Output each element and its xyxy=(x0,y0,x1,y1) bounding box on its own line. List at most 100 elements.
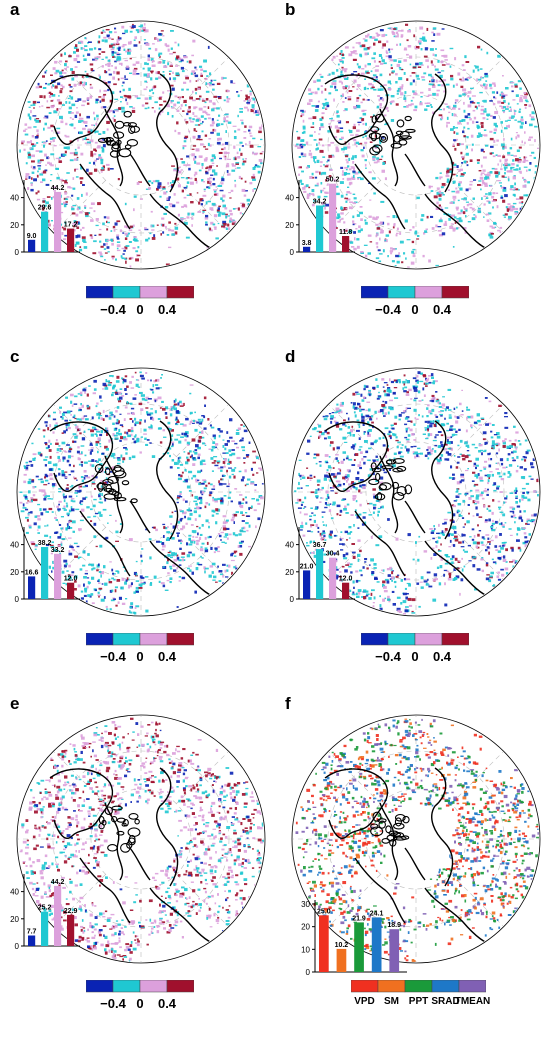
inset-ytick-label: 20 xyxy=(10,915,19,924)
bar-inset-svg: 0 20 40 16.6 38.233.2 12.0 xyxy=(10,527,80,604)
inset-bar-label: 16.6 xyxy=(25,569,39,576)
inset-bar xyxy=(319,915,329,972)
colorbar-svg xyxy=(361,286,469,299)
panel-c: c 0 20 40 16.6 38.2 33.2 12.0 −0.4 0 0.4 xyxy=(0,347,275,694)
polar-map xyxy=(16,367,266,617)
inset-ytick-label: 40 xyxy=(10,541,19,550)
inset-bar xyxy=(303,246,311,252)
inset-ytick-label: 0 xyxy=(306,968,311,977)
colorbar-swatch xyxy=(112,980,141,993)
inset-bar-label: 36.7 xyxy=(313,542,327,549)
inset-ytick-label: 0 xyxy=(15,942,20,951)
colorbar-swatch xyxy=(86,286,114,299)
colorbar-svg xyxy=(361,633,469,646)
bar-inset-svg: 0 20 40 3.8 34.2 50.2 11.8 xyxy=(285,177,355,257)
colorbar-tick-label: 0.4 xyxy=(432,302,452,317)
panel-letter: a xyxy=(10,0,20,19)
colorbar: −0.4 0 0.4 xyxy=(361,286,469,320)
bar-inset: 0 20 40 9.0 29.6 44.2 17.2 xyxy=(0,170,84,258)
inset-bar xyxy=(67,582,75,599)
colorbar-swatch xyxy=(441,286,469,299)
inset-ytick-label: 40 xyxy=(10,194,19,203)
inset-bar-label: 25.2 xyxy=(38,905,52,912)
bar-inset-svg: 0 10 20 30 25.0 10.2 21.9 24.118.9 xyxy=(301,900,407,977)
inset-bar xyxy=(41,211,49,252)
bar-inset: 0 20 40 16.6 38.2 33.2 12.0 xyxy=(0,517,84,605)
inset-bar-label: 7.7 xyxy=(27,929,37,936)
inset-bar xyxy=(389,929,400,972)
colorbar-swatch xyxy=(86,633,114,646)
inset-bar-label: 3.8 xyxy=(302,240,312,247)
colorbar-tick-label: 0 xyxy=(411,302,419,317)
colorbar-tick-label: −0.4 xyxy=(100,996,126,1011)
colorbar-tick-label: 0.4 xyxy=(157,302,177,317)
driver-legend-label: TMEAN xyxy=(454,996,491,1007)
inset-ytick-label: 20 xyxy=(301,923,310,932)
inset-bar-label: 21.0 xyxy=(300,563,314,570)
colorbar-swatch xyxy=(414,286,443,299)
inset-bar xyxy=(303,570,311,599)
colorbar: −0.4 0 0.4 xyxy=(86,980,194,1014)
colorbar-tick-label: −0.4 xyxy=(375,649,401,664)
colorbar: −0.4 0 0.4 xyxy=(361,633,469,667)
inset-bar xyxy=(354,922,364,972)
panel-d: d 0 20 40 21.0 36.7 30.4 12.0 −0.4 0 0.4 xyxy=(275,347,550,694)
inset-bar xyxy=(342,582,350,599)
inset-bar-label: 25.0 xyxy=(317,908,331,915)
colorbar-tick-label: −0.4 xyxy=(100,302,126,317)
inset-bar xyxy=(316,205,324,252)
inset-bar-label: 18.9 xyxy=(387,922,401,929)
inset-bar-label: 34.2 xyxy=(313,199,327,206)
panel-letter: f xyxy=(285,694,291,713)
bar-inset: 0 20 40 21.0 36.7 30.4 12.0 xyxy=(275,517,359,605)
inset-bar-label: 24.1 xyxy=(370,910,384,917)
colorbar-tick-label: 0.4 xyxy=(157,649,177,664)
inset-bar xyxy=(342,236,350,252)
inset-bar-label: 44.2 xyxy=(51,879,65,886)
bar-inset-svg: 0 20 40 7.7 25.2 44.2 22.9 xyxy=(10,874,80,951)
inset-bar xyxy=(67,914,75,946)
inset-bar-label: 11.8 xyxy=(339,229,352,236)
colorbar-tick-label: 0 xyxy=(136,996,144,1011)
inset-bar-label: 44.2 xyxy=(51,185,65,192)
inset-bar xyxy=(41,547,49,599)
colorbar: −0.4 0 0.4 xyxy=(86,633,194,667)
inset-bar-label: 21.9 xyxy=(352,915,366,922)
colorbar-svg xyxy=(86,286,194,299)
inset-bar-label: 50.2 xyxy=(326,177,340,184)
inset-ytick-label: 20 xyxy=(285,568,294,577)
panel-letter: c xyxy=(10,347,20,366)
inset-bar xyxy=(28,935,36,946)
colorbar-swatch xyxy=(166,286,194,299)
inset-bar-label: 38.2 xyxy=(38,540,52,547)
colorbar-swatch xyxy=(166,980,194,993)
inset-ytick-label: 20 xyxy=(10,568,19,577)
bar-inset-svg: 0 20 40 9.0 29.6 44.2 17.2 xyxy=(10,180,80,257)
inset-bar xyxy=(67,228,75,252)
panel-b: b 0 20 40 3.8 34.2 50.2 11.8 −0.4 0 0.4 xyxy=(275,0,550,347)
polar-map xyxy=(291,20,541,270)
colorbar-swatch xyxy=(139,980,168,993)
panel-a: a 0 20 40 9.0 29.6 44.2 17.2 −0.4 0 0.4 xyxy=(0,0,275,347)
inset-bar-label: 30.4 xyxy=(326,551,340,558)
colorbar-swatch xyxy=(387,633,416,646)
colorbar: −0.4 0 0.4 xyxy=(86,286,194,320)
colorbar-svg xyxy=(86,980,194,993)
driver-legend-swatch xyxy=(377,980,406,993)
inset-ytick-label: 0 xyxy=(290,248,295,257)
inset-bar-label: 29.6 xyxy=(38,205,52,212)
bar-inset: 0 10 20 30 25.0 10.2 21.9 24.1 18.9 xyxy=(291,890,411,978)
inset-ytick-label: 40 xyxy=(285,541,294,550)
inset-bar xyxy=(54,885,62,946)
inset-bar xyxy=(28,239,36,252)
inset-ytick-label: 0 xyxy=(15,595,20,604)
inset-bar xyxy=(329,183,337,252)
colorbar-swatch xyxy=(361,633,389,646)
inset-ytick-label: 10 xyxy=(301,945,310,954)
inset-bar-label: 12.0 xyxy=(339,576,353,583)
colorbar-swatch xyxy=(139,633,168,646)
colorbar-swatch xyxy=(112,286,141,299)
colorbar-tick-label: 0 xyxy=(136,302,144,317)
colorbar-swatch xyxy=(441,633,469,646)
panel-letter: b xyxy=(285,0,296,19)
